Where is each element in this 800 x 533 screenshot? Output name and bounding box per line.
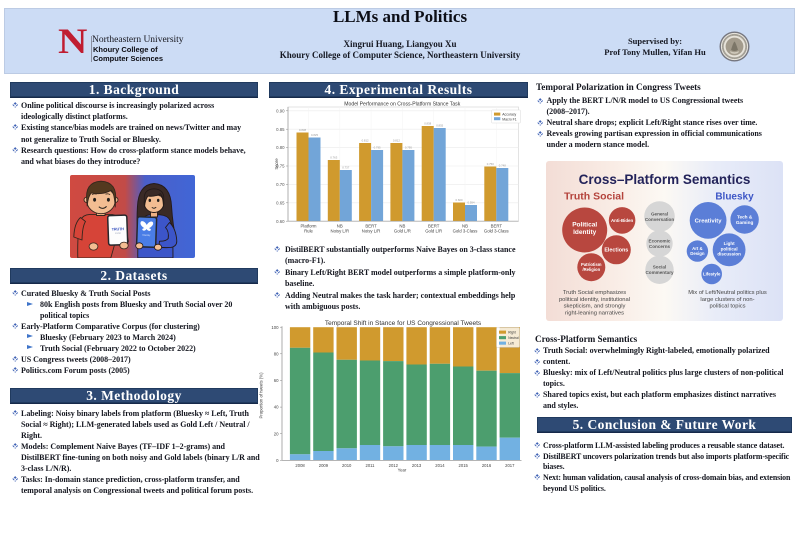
svg-text:0.85: 0.85: [276, 127, 285, 132]
svg-text:0.594: 0.594: [468, 201, 475, 205]
svg-text:2014: 2014: [435, 463, 445, 468]
svg-text:0.600: 0.600: [456, 198, 463, 202]
svg-text:Macro F1: Macro F1: [502, 117, 516, 121]
svg-text:/Religion: /Religion: [582, 267, 600, 272]
svg-text:Commentary: Commentary: [645, 270, 674, 275]
svg-text:100: 100: [271, 325, 279, 330]
svg-text:Mix of Left/Neutral politics p: Mix of Left/Neutral politics plus: [688, 290, 767, 296]
svg-text:Platform: Platform: [301, 224, 317, 229]
svg-text:Temporal Shift in Stance for U: Temporal Shift in Stance for US Congress…: [325, 320, 482, 327]
svg-text:2015: 2015: [459, 463, 469, 468]
svg-text:0.858: 0.858: [424, 122, 431, 126]
svg-text:right-leaning narratives: right-leaning narratives: [565, 310, 624, 316]
svg-text:TRUTH: TRUTH: [112, 227, 125, 231]
svg-text:40: 40: [274, 405, 279, 410]
svg-text:Gold L/R: Gold L/R: [394, 229, 411, 234]
svg-text:Concerns: Concerns: [649, 244, 671, 249]
svg-text:social: social: [115, 233, 121, 235]
svg-text:2013: 2013: [412, 463, 422, 468]
svg-text:Noisy L/R: Noisy L/R: [362, 229, 381, 234]
svg-text:Neutral: Neutral: [508, 336, 519, 340]
svg-text:Gaming: Gaming: [736, 220, 754, 225]
svg-text:Economic: Economic: [649, 238, 671, 243]
svg-text:Political: Political: [572, 222, 597, 229]
svg-text:Art &: Art &: [692, 246, 703, 251]
svg-text:BERT: BERT: [491, 224, 503, 229]
svg-text:Gold 3-Class: Gold 3-Class: [484, 229, 509, 234]
svg-text:Accuracy: Accuracy: [502, 113, 516, 117]
svg-text:Light: Light: [724, 241, 735, 246]
svg-text:Score: Score: [274, 158, 279, 170]
svg-text:bluesky: bluesky: [142, 235, 151, 237]
svg-text:Gold 3-Class: Gold 3-Class: [453, 229, 478, 234]
svg-text:Conversation: Conversation: [645, 217, 675, 222]
svg-text:political: political: [721, 246, 738, 251]
svg-text:2008: 2008: [295, 463, 305, 468]
svg-text:Rule: Rule: [304, 229, 313, 234]
svg-text:Design: Design: [690, 251, 705, 256]
svg-text:0.75: 0.75: [276, 164, 285, 169]
svg-text:0.795: 0.795: [374, 146, 381, 150]
svg-text:0.748: 0.748: [499, 164, 506, 168]
svg-text:Patriotism: Patriotism: [581, 262, 602, 267]
svg-text:2017: 2017: [505, 463, 515, 468]
svg-text:0.65: 0.65: [276, 200, 285, 205]
svg-text:2016: 2016: [482, 463, 492, 468]
svg-text:Year: Year: [398, 468, 407, 473]
svg-text:discussion: discussion: [717, 252, 741, 257]
svg-text:0.750: 0.750: [487, 162, 494, 166]
svg-text:skepticism, and strongly: skepticism, and strongly: [564, 304, 626, 310]
svg-text:2012: 2012: [389, 463, 399, 468]
svg-text:Gold L/R: Gold L/R: [425, 229, 442, 234]
svg-text:0.825: 0.825: [311, 133, 318, 137]
svg-text:0.838: 0.838: [299, 128, 306, 132]
svg-text:0.855: 0.855: [436, 124, 443, 128]
svg-text:Elections: Elections: [604, 248, 628, 254]
svg-text:2010: 2010: [342, 463, 352, 468]
svg-text:large clusters of non-: large clusters of non-: [700, 297, 754, 303]
svg-text:Anti-Biden: Anti-Biden: [611, 218, 634, 223]
svg-text:Tech &: Tech &: [737, 214, 753, 219]
svg-text:political topics: political topics: [709, 304, 745, 310]
svg-text:BERT: BERT: [428, 224, 440, 229]
svg-text:0.812: 0.812: [393, 139, 400, 143]
svg-text:NB: NB: [462, 224, 468, 229]
svg-text:Truth Social: Truth Social: [564, 191, 624, 203]
svg-text:Model Performance on Cross-Pla: Model Performance on Cross-Platform Stan…: [344, 102, 460, 108]
svg-text:0.795: 0.795: [405, 146, 412, 150]
svg-text:political identity, institutio: political identity, institutional: [559, 297, 630, 303]
svg-text:Creativity: Creativity: [695, 219, 723, 225]
svg-text:Right: Right: [508, 331, 516, 335]
svg-text:NB: NB: [337, 224, 343, 229]
svg-text:0.60: 0.60: [276, 219, 285, 224]
svg-text:0: 0: [276, 458, 279, 463]
svg-text:Cross–Platform Semantics: Cross–Platform Semantics: [579, 172, 751, 187]
svg-text:Lifestyle: Lifestyle: [703, 272, 721, 277]
svg-text:0.763: 0.763: [330, 156, 337, 160]
svg-text:Bluesky: Bluesky: [715, 192, 754, 203]
svg-text:0.812: 0.812: [362, 139, 369, 143]
svg-text:Identity: Identity: [573, 229, 596, 236]
svg-text:Left: Left: [508, 342, 513, 346]
svg-text:20: 20: [274, 431, 279, 436]
svg-text:0.90: 0.90: [276, 108, 285, 113]
svg-text:NB: NB: [399, 224, 405, 229]
svg-text:Truth Social emphasizes: Truth Social emphasizes: [563, 290, 626, 296]
svg-text:Social: Social: [653, 265, 667, 270]
svg-text:0.70: 0.70: [276, 182, 285, 187]
svg-text:0.737: 0.737: [342, 166, 349, 170]
svg-text:BERT: BERT: [365, 224, 377, 229]
svg-text:Proportion of tweets (%): Proportion of tweets (%): [259, 372, 264, 419]
svg-text:0.80: 0.80: [276, 145, 285, 150]
svg-text:80: 80: [274, 351, 279, 356]
svg-text:2011: 2011: [365, 463, 375, 468]
svg-text:2009: 2009: [319, 463, 329, 468]
svg-text:Noisy L/R: Noisy L/R: [330, 229, 349, 234]
svg-text:General: General: [651, 211, 668, 216]
svg-text:60: 60: [274, 378, 279, 383]
